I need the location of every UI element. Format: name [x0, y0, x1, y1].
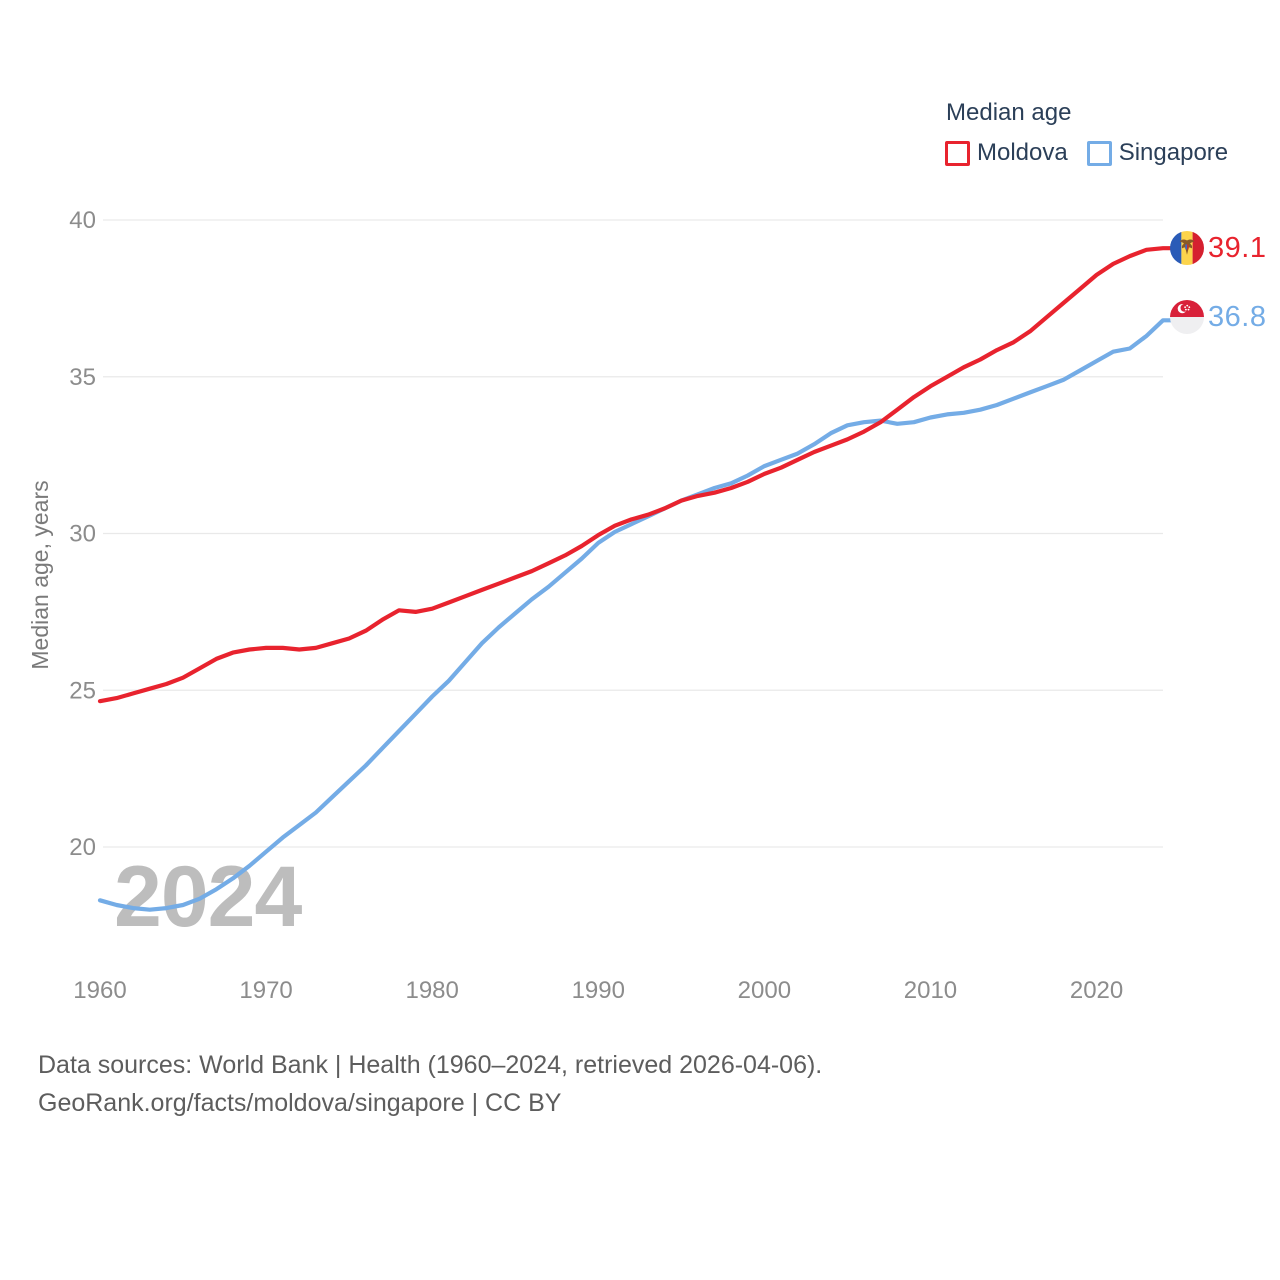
footer-sources-line: Data sources: World Bank | Health (1960–…	[38, 1051, 823, 1079]
chart-legend: Median age Moldova Singapore	[945, 99, 1228, 167]
series-line-moldova[interactable]	[97, 246, 1174, 704]
moldova-end-value: 39.1	[1208, 232, 1267, 264]
moldova-swatch-icon	[945, 140, 970, 166]
series-line-singapore[interactable]	[97, 318, 1174, 912]
singapore-end-value: 36.8	[1208, 301, 1267, 333]
y-tick-label-35: 35	[69, 364, 96, 391]
x-tick-label-1990: 1990	[572, 977, 625, 1004]
x-tick-label-2000: 2000	[738, 977, 791, 1004]
x-tick-label-1980: 1980	[405, 977, 458, 1004]
legend-label-moldova: Moldova	[977, 139, 1068, 166]
singapore-swatch-icon	[1086, 140, 1112, 166]
watermark-year: 2024	[114, 849, 302, 945]
singapore-flag-icon	[1170, 300, 1204, 334]
x-tick-label-1960: 1960	[73, 977, 126, 1004]
moldova-flag-icon	[1170, 231, 1204, 265]
x-tick-label-2010: 2010	[904, 977, 957, 1004]
y-tick-label-20: 20	[69, 834, 96, 861]
legend-label-singapore: Singapore	[1118, 139, 1229, 166]
y-tick-label-40: 40	[69, 207, 96, 234]
legend-item-moldova[interactable]: Moldova	[945, 139, 1068, 167]
y-axis-title: Median age, years	[27, 480, 53, 669]
x-tick-label-1970: 1970	[239, 977, 292, 1004]
chart-footer: Data sources: World Bank | Health (1960–…	[38, 1046, 822, 1122]
line-chart-canvas[interactable]: 20 25 30 35 40 1960 1970 1980 1990 2000 2010 2020 Me…	[0, 0, 1280, 1030]
footer-attribution-line: GeoRank.org/facts/moldova/singapore | CC…	[38, 1089, 562, 1117]
legend-title: Median age	[946, 99, 1072, 126]
y-tick-label-25: 25	[69, 677, 96, 704]
legend-rows: Moldova Singapore	[945, 139, 1228, 167]
legend-item-singapore[interactable]: Singapore	[1086, 139, 1229, 167]
x-tick-label-2020: 2020	[1070, 977, 1123, 1004]
y-tick-label-30: 30	[69, 521, 96, 548]
